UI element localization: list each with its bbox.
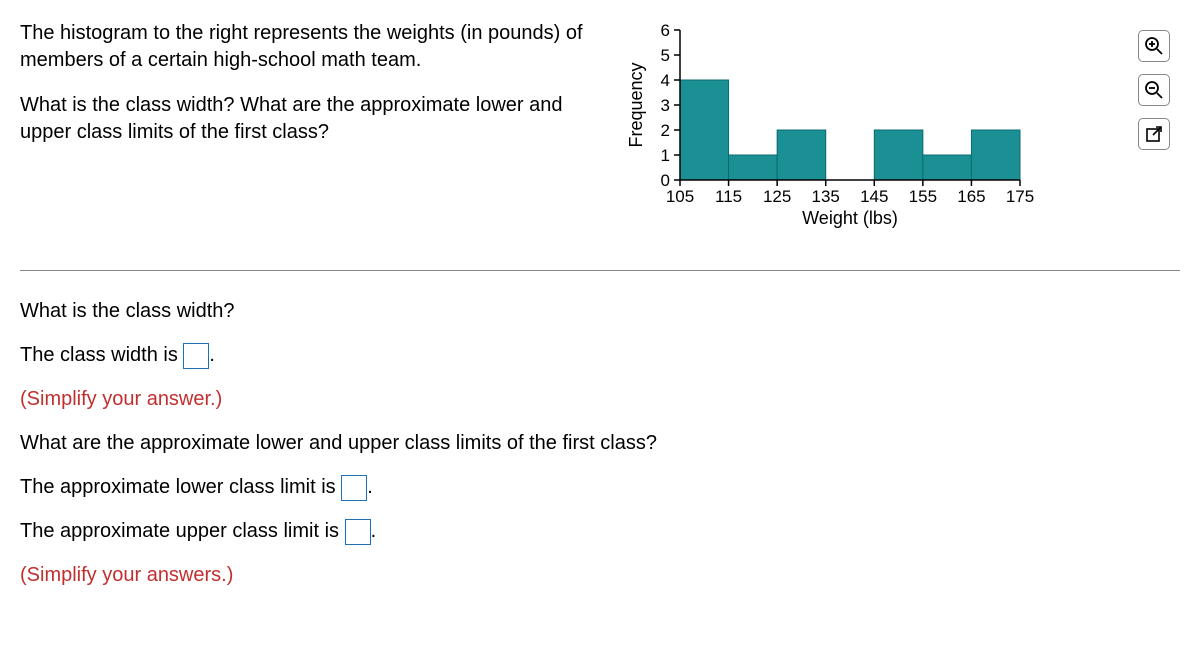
zoom-in-button[interactable] — [1138, 30, 1170, 62]
question-paragraph-2: What is the class width? What are the ap… — [20, 92, 600, 146]
x-tick-label: 165 — [957, 187, 985, 206]
histogram-bar — [680, 80, 729, 180]
x-tick-label: 115 — [715, 187, 742, 206]
question-paragraph-1: The histogram to the right represents th… — [20, 20, 600, 74]
x-tick-label: 135 — [812, 187, 840, 206]
hint-2: (Simplify your answers.) — [20, 560, 1180, 590]
x-tick-label: 145 — [860, 187, 888, 206]
popout-button[interactable] — [1138, 118, 1170, 150]
answer-line-lower-limit: The approximate lower class limit is . — [20, 472, 1180, 502]
text-upper-suffix: . — [371, 520, 377, 542]
hint-1: (Simplify your answer.) — [20, 384, 1180, 414]
y-tick-label: 0 — [661, 171, 670, 190]
answer-line-class-width: The class width is . — [20, 340, 1180, 370]
sub-question-2: What are the approximate lower and upper… — [20, 428, 1180, 458]
y-tick-label: 5 — [661, 46, 670, 65]
histogram-bar — [971, 130, 1020, 180]
zoom-out-button[interactable] — [1138, 74, 1170, 106]
x-tick-label: 105 — [666, 187, 694, 206]
x-tick-label: 125 — [763, 187, 791, 206]
text-class-width-prefix: The class width is — [20, 344, 183, 366]
y-tick-label: 3 — [661, 96, 670, 115]
y-axis-title: Frequency — [626, 62, 646, 147]
sub-question-1: What is the class width? — [20, 296, 1180, 326]
x-tick-label: 155 — [909, 187, 937, 206]
x-tick-label: 175 — [1006, 187, 1034, 206]
text-lower-prefix: The approximate lower class limit is — [20, 476, 341, 498]
zoom-out-icon — [1144, 80, 1164, 100]
text-upper-prefix: The approximate upper class limit is — [20, 520, 345, 542]
histogram-bar — [923, 155, 972, 180]
y-tick-label: 1 — [661, 146, 670, 165]
zoom-in-icon — [1144, 36, 1164, 56]
histogram-bar — [874, 130, 923, 180]
x-axis-title: Weight (lbs) — [802, 208, 898, 228]
popout-icon — [1145, 125, 1163, 143]
histogram-bar — [777, 130, 826, 180]
lower-limit-input[interactable] — [341, 475, 367, 501]
y-tick-label: 2 — [661, 121, 670, 140]
histogram-bar — [729, 155, 778, 180]
answer-line-upper-limit: The approximate upper class limit is . — [20, 516, 1180, 546]
upper-limit-input[interactable] — [345, 519, 371, 545]
class-width-input[interactable] — [183, 343, 209, 369]
separator — [20, 270, 1180, 271]
histogram-chart: 105 115 125 135 145 155 165 175 0 1 2 3 4 5 6 Weight (l… — [620, 20, 1050, 240]
y-tick-label: 4 — [661, 71, 670, 90]
text-lower-suffix: . — [367, 476, 373, 498]
y-tick-label: 6 — [661, 21, 670, 40]
text-class-width-suffix: . — [209, 344, 215, 366]
